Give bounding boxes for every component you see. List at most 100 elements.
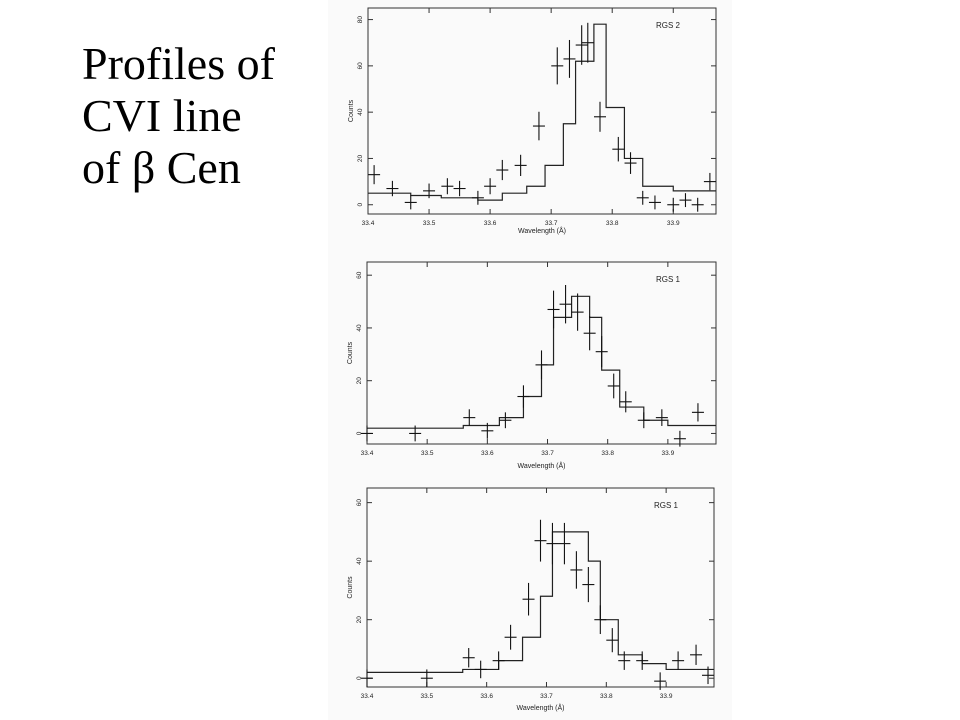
data-point: [582, 567, 595, 603]
x-axis-label: Wavelength (Å): [518, 226, 566, 235]
data-point: [547, 290, 560, 329]
data-point: [691, 403, 704, 422]
data-point: [463, 409, 476, 426]
data-point: [619, 391, 632, 413]
data-point: [532, 111, 545, 141]
chart-panel-3: 33.4 33.5 33.6 33.7 33.8 33.9 0 20 40 60 Wavelengt…: [347, 487, 715, 712]
x-tick-label: 33.7: [545, 220, 558, 227]
data-point: [655, 409, 668, 426]
panel-title: RGS 1: [654, 501, 679, 510]
data-point: [571, 293, 584, 331]
data-point: [673, 430, 686, 447]
data-point: [648, 195, 661, 210]
data-point: [672, 651, 685, 670]
x-tick-label: 33.7: [540, 693, 553, 700]
model-step-line: [367, 295, 716, 429]
title-line-3: of β Cen: [82, 142, 241, 193]
data-point: [551, 47, 564, 85]
y-axis-label: Counts: [348, 99, 355, 122]
data-point: [423, 183, 436, 199]
data-point: [474, 660, 487, 679]
data-point: [679, 193, 692, 208]
x-tick-label: 33.4: [362, 220, 375, 227]
title-line-1: Profiles of: [82, 38, 275, 89]
data-point: [534, 519, 547, 562]
y-tick-label: 60: [357, 62, 364, 70]
data-point: [368, 165, 381, 185]
panel-title: RGS 2: [656, 21, 681, 30]
data-point: [583, 316, 596, 351]
data-point: [504, 624, 517, 650]
data-point: [546, 522, 559, 565]
panel-title: RGS 1: [656, 275, 681, 284]
plot-frame: [366, 261, 717, 445]
y-tick-label: 60: [356, 499, 363, 507]
data-point: [535, 350, 548, 380]
data-point: [420, 669, 433, 687]
data-point: [594, 101, 606, 132]
x-tick-label: 33.9: [660, 693, 673, 700]
slide-title: Profiles of CVI line of β Cen: [82, 38, 332, 194]
x-tick-label: 33.8: [600, 693, 613, 700]
model-step-line: [368, 23, 716, 201]
x-tick-label: 33.5: [423, 220, 436, 227]
data-point: [558, 522, 571, 565]
y-tick-label: 40: [357, 108, 364, 116]
data-point: [654, 672, 667, 690]
spectra-figure: [328, 0, 732, 720]
data-point: [453, 180, 466, 197]
y-tick-label: 40: [356, 324, 363, 332]
data-point: [606, 628, 619, 653]
data-point: [441, 178, 454, 195]
data-point: [594, 605, 607, 635]
data-point: [703, 172, 716, 191]
plot-frame: [367, 7, 717, 215]
y-tick-label: 0: [356, 676, 363, 680]
x-axis-label: Wavelength (Å): [518, 461, 566, 470]
y-axis-label: Counts: [347, 341, 354, 364]
data-point: [637, 412, 650, 429]
data-point: [361, 669, 373, 687]
y-tick-label: 60: [356, 271, 363, 279]
data-point: [517, 385, 530, 408]
data-point: [581, 22, 594, 63]
x-tick-label: 33.6: [480, 693, 493, 700]
title-line-2: CVI line: [82, 90, 242, 141]
y-tick-label: 0: [356, 431, 363, 435]
data-point: [595, 336, 608, 368]
y-tick-label: 80: [357, 16, 364, 24]
data-point: [471, 190, 484, 205]
plot-frame: [366, 487, 715, 688]
data-point: [409, 425, 422, 442]
data-point: [514, 154, 527, 177]
chart-panel-2: 33.4 33.5 33.6 33.7 33.8 33.9 0 20 40 60 Wavelengt…: [347, 261, 717, 470]
data-point: [462, 648, 475, 668]
y-tick-label: 20: [356, 616, 363, 624]
data-point: [404, 195, 417, 210]
y-axis-label: Counts: [347, 576, 354, 599]
y-tick-label: 0: [357, 203, 364, 207]
data-point: [361, 425, 373, 442]
data-point: [636, 190, 649, 205]
data-point: [563, 39, 576, 78]
data-point: [636, 651, 649, 670]
data-point: [691, 197, 704, 212]
data-point: [607, 373, 620, 399]
data-point: [492, 651, 505, 670]
data-point: [386, 180, 399, 197]
y-tick-label: 20: [356, 377, 363, 385]
data-point: [702, 666, 715, 685]
x-tick-label: 33.9: [667, 220, 680, 227]
data-point: [618, 651, 631, 670]
data-point: [612, 136, 625, 162]
x-tick-label: 33.4: [361, 693, 374, 700]
x-tick-label: 33.8: [606, 220, 619, 227]
data-point: [667, 197, 680, 212]
data-point: [481, 422, 494, 439]
y-tick-label: 20: [357, 154, 364, 162]
data-point: [559, 285, 572, 324]
x-tick-label: 33.7: [541, 450, 554, 457]
y-tick-label: 40: [356, 557, 363, 565]
data-point: [575, 25, 588, 65]
